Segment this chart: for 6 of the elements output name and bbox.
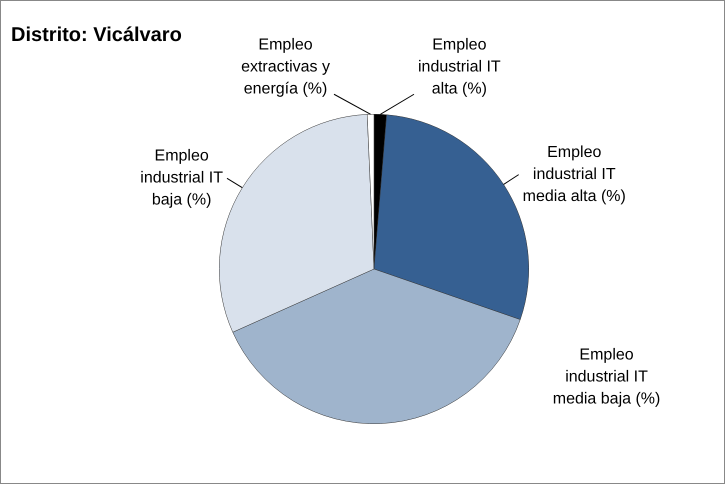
slice-label: Empleo extractivas y energía (%) (241, 36, 330, 98)
slice-label: Empleo industrial IT baja (%) (140, 148, 224, 209)
slice-label: Empleo industrial IT alta (%) (418, 36, 501, 98)
chart-title: Distrito: Vicálvaro (11, 24, 182, 46)
slice-label: Empleo industrial IT media alta (%) (522, 144, 626, 206)
slice-label: Empleo industrial IT media baja (%) (552, 346, 660, 408)
